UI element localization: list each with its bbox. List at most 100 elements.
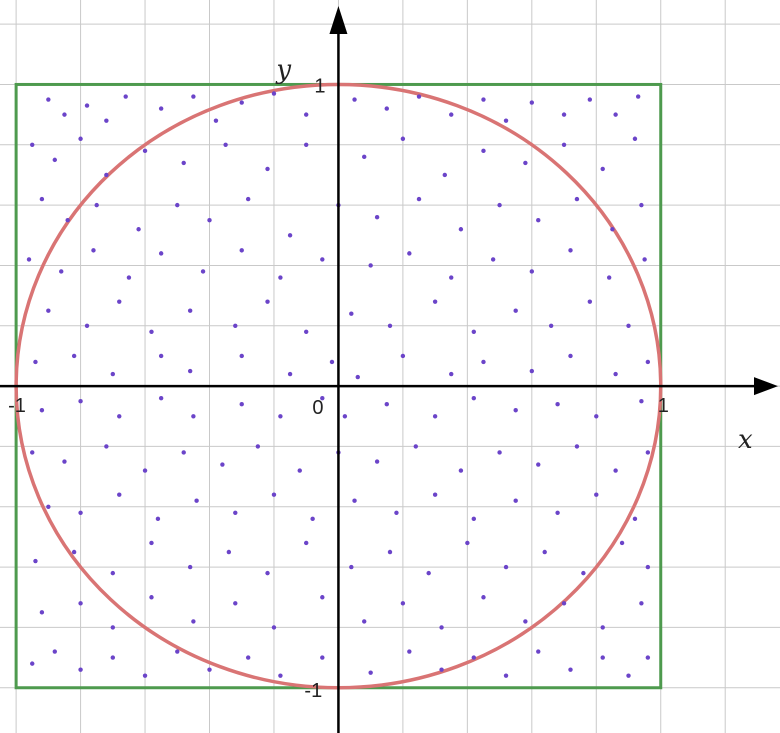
- scatter-point: [175, 649, 180, 654]
- scatter-point: [110, 625, 116, 630]
- scatter-point: [30, 661, 35, 666]
- scatter-point: [387, 323, 393, 328]
- scatter-point: [239, 353, 244, 359]
- scatter-point: [442, 172, 447, 178]
- scatter-point: [407, 649, 412, 654]
- scatter-point: [142, 148, 148, 154]
- scatter-point: [287, 371, 293, 377]
- scatter-point: [110, 371, 116, 377]
- scatter-point: [529, 368, 535, 374]
- scatter-point: [200, 269, 206, 274]
- scatter-point: [303, 540, 309, 546]
- scatter-point: [542, 549, 547, 555]
- scatter-point: [481, 97, 486, 102]
- scatter-point: [158, 353, 164, 359]
- scatter-point: [175, 202, 180, 208]
- scatter-point: [523, 160, 528, 166]
- scatter-point: [78, 136, 83, 141]
- scatter-point: [471, 516, 477, 522]
- y-axis-title: y: [275, 55, 291, 85]
- scatter-point: [561, 142, 567, 147]
- scatter-point: [416, 94, 422, 99]
- scatter-point: [426, 570, 431, 576]
- scatter-point: [320, 395, 325, 401]
- scatter-point: [368, 670, 373, 675]
- scatter-point: [52, 157, 57, 163]
- scatter-point: [78, 667, 83, 672]
- scatter-point: [220, 462, 225, 467]
- scatter-point: [46, 504, 51, 509]
- scatter-point: [581, 570, 586, 576]
- scatter-point: [265, 299, 270, 304]
- y-tick-label-min: -1: [304, 680, 322, 702]
- scatter-point: [613, 468, 618, 473]
- scatter-point: [110, 570, 116, 576]
- scatter-point: [362, 154, 367, 160]
- scatter-point: [239, 100, 244, 105]
- scatter-point: [213, 118, 219, 123]
- scatter-point: [149, 329, 154, 335]
- scatter-point: [513, 498, 518, 503]
- scatter-point: [39, 610, 45, 615]
- scatter-point: [352, 97, 357, 102]
- scatter-point: [181, 450, 186, 455]
- scatter-point: [191, 94, 196, 99]
- scatter-point: [62, 112, 67, 117]
- scatter-point: [635, 94, 641, 99]
- scatter-point: [245, 655, 251, 660]
- scatter-point: [65, 218, 70, 223]
- scatter-point: [78, 601, 83, 606]
- scatter-point: [33, 359, 38, 365]
- scatter-point: [432, 492, 438, 497]
- scatter-point: [513, 408, 518, 413]
- scatter-point: [320, 595, 325, 600]
- scatter-point: [497, 202, 502, 208]
- scatter-point: [271, 625, 277, 630]
- scatter-point: [610, 227, 615, 232]
- scatter-point: [639, 601, 644, 606]
- scatter-point: [117, 492, 122, 497]
- scatter-point: [407, 251, 412, 256]
- scatter-point: [117, 414, 122, 419]
- scatter-point: [613, 371, 618, 377]
- scatter-point: [387, 549, 393, 555]
- scatter-point: [71, 353, 77, 359]
- scatter-point: [142, 468, 148, 473]
- scatter-point: [46, 97, 51, 102]
- scatter-point: [142, 673, 148, 678]
- scatter-point: [555, 510, 560, 515]
- scatter-point: [439, 625, 444, 630]
- scatter-point: [149, 595, 154, 600]
- scatter-point: [632, 136, 638, 141]
- scatter-point: [465, 540, 470, 546]
- scatter-point: [94, 202, 99, 208]
- scatter-point: [278, 673, 283, 678]
- scatter-point: [233, 510, 238, 515]
- scatter-point: [503, 118, 509, 123]
- scatter-point: [158, 106, 164, 111]
- scatter-point: [239, 248, 244, 253]
- x-tick-label-max: 1: [658, 395, 669, 417]
- scatter-point: [233, 323, 238, 328]
- scatter-point: [303, 329, 309, 335]
- scatter-point: [432, 299, 438, 304]
- scatter-point: [587, 97, 593, 102]
- scatter-point: [278, 414, 283, 419]
- scatter-points: [26, 91, 651, 678]
- scatter-point: [587, 299, 593, 304]
- scatter-point: [481, 595, 486, 600]
- scatter-point: [329, 359, 335, 365]
- scatter-point: [536, 649, 541, 654]
- scatter-point: [271, 91, 277, 96]
- scatter-point: [449, 275, 454, 280]
- scatter-point: [503, 564, 509, 570]
- scatter-point: [123, 94, 128, 99]
- scatter-point: [471, 329, 477, 335]
- scatter-point: [207, 667, 212, 672]
- y-tick-label-max: 1: [314, 75, 325, 97]
- scatter-point: [458, 227, 464, 232]
- scatter-point: [39, 408, 45, 413]
- scatter-point: [278, 275, 283, 280]
- scatter-point: [394, 510, 399, 515]
- scatter-point: [513, 308, 518, 313]
